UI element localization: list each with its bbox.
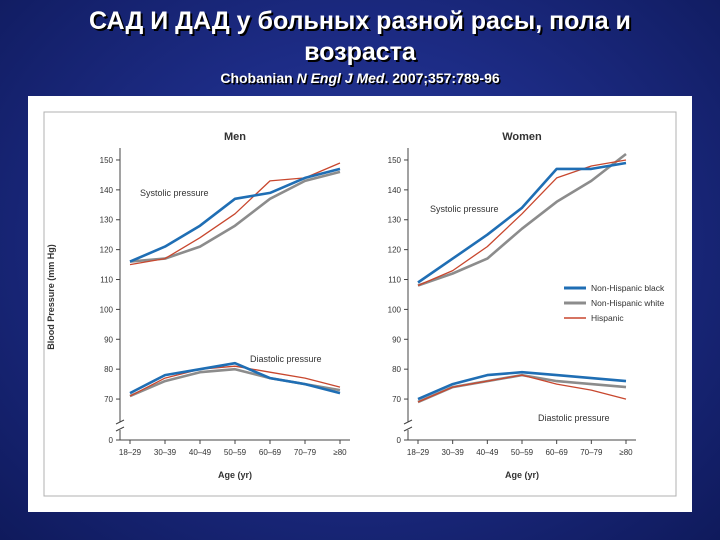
- women-y-tick-label: 80: [392, 365, 401, 374]
- men-y-tick-label: 110: [100, 276, 113, 285]
- men-diastolic-annotation: Diastolic pressure: [250, 354, 322, 364]
- women-y-tick-label: 120: [388, 246, 402, 255]
- men-x-tick-label: 60–69: [259, 448, 282, 457]
- women-y-tick-label: 140: [388, 186, 402, 195]
- women-y-tick-label: 90: [392, 335, 401, 344]
- women-panel-title: Women: [502, 131, 542, 143]
- men-x-axis-label: Age (yr): [218, 470, 252, 480]
- men-axis-break-mark: [115, 419, 125, 425]
- men-y-tick-label: 120: [100, 246, 114, 255]
- women-systolic-non-hispanic-black-line: [417, 161, 627, 284]
- women-y-tick-label: 100: [388, 305, 402, 314]
- men-x-tick-label: ≥80: [333, 448, 347, 457]
- men-y-tick-label: 0: [109, 436, 114, 445]
- women-y-tick-label: 110: [388, 276, 401, 285]
- men-systolic-annotation: Systolic pressure: [140, 188, 209, 198]
- men-x-tick-label: 50–59: [224, 448, 247, 457]
- men-x-tick-label: 40–49: [189, 448, 212, 457]
- slide-title: САД И ДАД у больных разной расы, пола и …: [20, 6, 700, 68]
- women-diastolic-annotation: Diastolic pressure: [538, 413, 610, 423]
- men-y-tick-label: 150: [100, 156, 114, 165]
- men-x-tick-label: 18–29: [119, 448, 142, 457]
- citation: Chobanian N Engl J Med. 2007;357:789-96: [0, 70, 720, 86]
- women-systolic-hispanic-line: [417, 159, 627, 287]
- men-x-tick-label: 70–79: [294, 448, 317, 457]
- men-panel-title: Men: [224, 131, 246, 143]
- women-x-axis-label: Age (yr): [505, 470, 539, 480]
- women-x-tick-label: 18–29: [407, 448, 430, 457]
- slide-title-line1: САД И ДАД у больных разной расы, пола и: [89, 7, 631, 35]
- citation-author: Chobanian: [220, 70, 293, 86]
- women-diastolic-non-hispanic-black-line: [417, 370, 627, 401]
- men-diastolic-hispanic-line: [129, 365, 341, 397]
- figure-panel: Men 0 70 80 90 100 110 120 130 140 150 18–29 30–39 40…: [28, 96, 692, 512]
- blood-pressure-figure: Men 0 70 80 90 100 110 120 130 140 150 18–29 30–39 40…: [43, 111, 677, 497]
- men-y-tick-label: 100: [100, 305, 114, 314]
- men-y-tick-label: 80: [104, 365, 113, 374]
- women-y-tick-label: 130: [388, 216, 402, 225]
- men-y-tick-label: 70: [104, 395, 113, 404]
- men-diastolic-non-hispanic-white-line: [129, 367, 341, 398]
- women-y-tick-label: 70: [392, 395, 401, 404]
- citation-details: . 2007;357:789-96: [384, 70, 500, 86]
- women-x-tick-label: ≥80: [619, 448, 633, 457]
- men-y-tick-label: 140: [100, 186, 114, 195]
- men-y-tick-label: 90: [104, 335, 113, 344]
- women-x-tick-label: 70–79: [580, 448, 603, 457]
- men-systolic-non-hispanic-black-line: [129, 167, 341, 263]
- men-diastolic-non-hispanic-black-line: [129, 361, 341, 395]
- women-systolic-annotation: Systolic pressure: [430, 204, 499, 214]
- women-axis-break-mark: [403, 419, 413, 425]
- citation-journal: N Engl J Med: [296, 70, 385, 86]
- women-x-tick-label: 30–39: [442, 448, 465, 457]
- men-y-axis-label: Blood Pressure (mm Hg): [46, 244, 56, 350]
- women-x-tick-label: 40–49: [476, 448, 499, 457]
- women-x-tick-label: 50–59: [511, 448, 534, 457]
- men-y-tick-label: 130: [100, 216, 114, 225]
- women-legend-label-non-hispanic-black: Non-Hispanic black: [591, 283, 665, 293]
- women-x-tick-label: 60–69: [546, 448, 569, 457]
- women-legend-label-hispanic: Hispanic: [591, 313, 624, 323]
- women-systolic-non-hispanic-white-line: [417, 152, 627, 287]
- women-legend-label-non-hispanic-white: Non-Hispanic white: [591, 298, 664, 308]
- women-y-tick-label: 0: [397, 436, 402, 445]
- women-diastolic-hispanic-line: [417, 374, 627, 403]
- men-x-tick-label: 30–39: [154, 448, 177, 457]
- men-axis-break-mark: [115, 426, 125, 432]
- women-axis-break-mark: [403, 426, 413, 432]
- women-y-tick-label: 150: [388, 156, 402, 165]
- figure-frame: [43, 111, 677, 497]
- slide-title-line2: возраста: [304, 38, 416, 66]
